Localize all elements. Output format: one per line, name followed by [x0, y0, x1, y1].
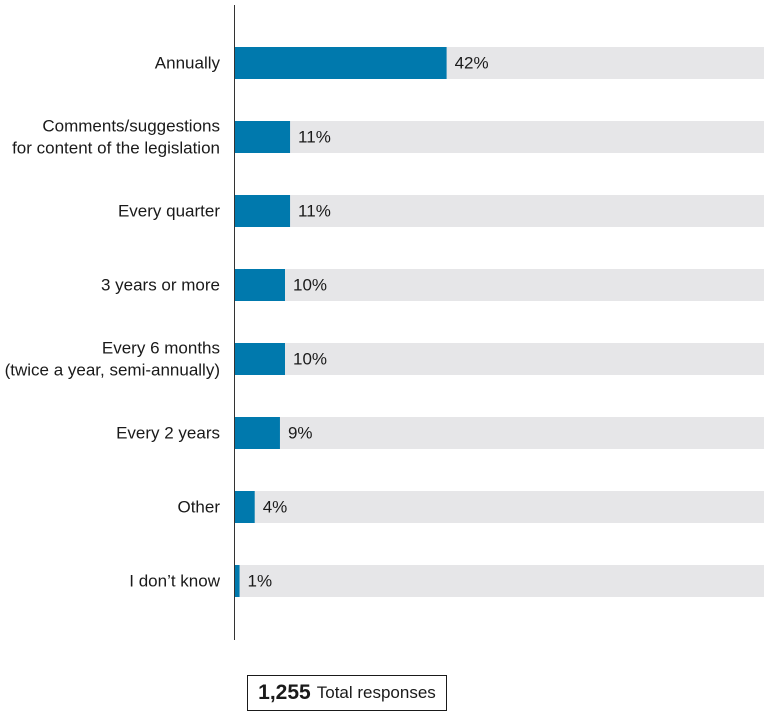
bar	[234, 121, 291, 153]
bar	[234, 269, 285, 301]
value-label: 1%	[248, 572, 273, 591]
category-label: Annually	[155, 54, 221, 73]
category-label: Every 2 years	[116, 424, 220, 443]
value-label: 9%	[288, 424, 313, 443]
bar	[234, 195, 291, 227]
value-label: 10%	[293, 350, 327, 369]
bar	[234, 47, 447, 79]
category-label: 3 years or more	[101, 276, 220, 295]
bar-track	[234, 491, 764, 523]
total-responses-label: Total responses	[316, 683, 436, 702]
bar-track	[234, 417, 764, 449]
category-label: Comments/suggestions for content of the l…	[12, 117, 220, 158]
total-responses-number: 1,255	[258, 681, 311, 704]
value-label: 4%	[263, 498, 288, 517]
bar-track	[234, 121, 764, 153]
bar-chart: 42% Annually 11% Comments/suggestions for co…	[5, 5, 764, 640]
total-responses-box: 1,255 Total responses	[247, 675, 447, 711]
category-label: Every quarter	[118, 202, 220, 221]
bar	[234, 417, 280, 449]
bar	[234, 343, 285, 375]
category-label: Every 6 months (twice a year, semi-annual…	[5, 339, 220, 380]
bar-track	[234, 343, 764, 375]
value-label: 10%	[293, 276, 327, 295]
value-label: 11%	[298, 202, 331, 221]
bar-track	[234, 565, 764, 597]
category-label: Other	[177, 498, 220, 517]
bar	[234, 565, 240, 597]
value-label: 42%	[455, 54, 489, 73]
value-label: 11%	[298, 128, 331, 147]
bar	[234, 491, 255, 523]
category-label: I don’t know	[129, 572, 220, 591]
bar-track	[234, 195, 764, 227]
bar-track	[234, 269, 764, 301]
